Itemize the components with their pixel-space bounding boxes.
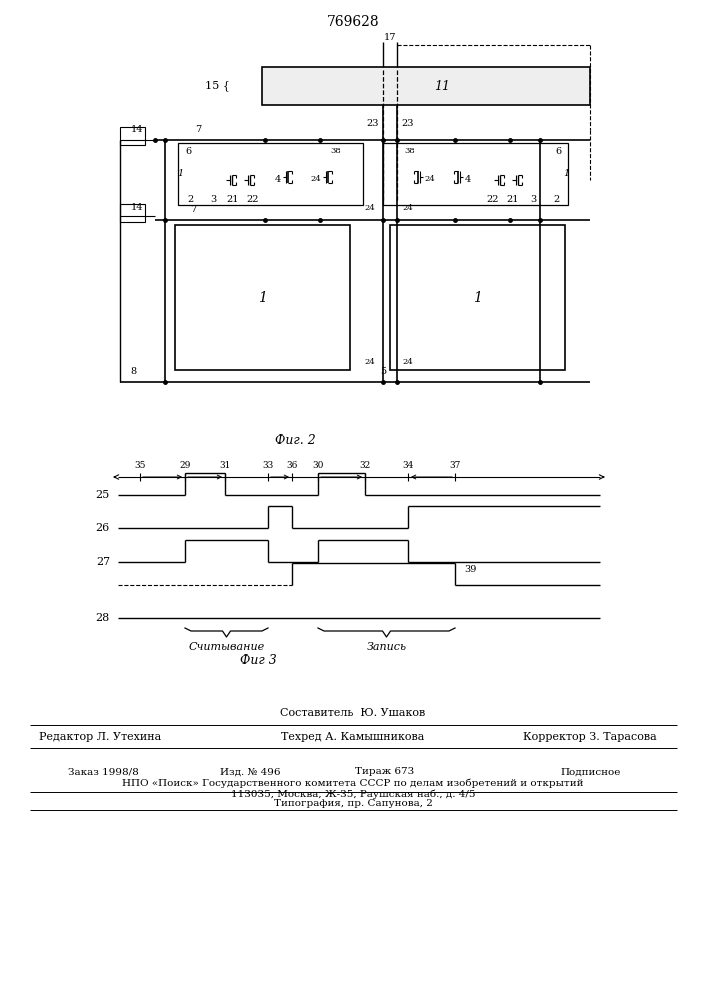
Text: 37: 37 (450, 462, 461, 471)
Text: 31: 31 (219, 462, 230, 471)
Text: 24: 24 (402, 358, 414, 366)
Bar (120, 204, 145, 222)
Text: 7: 7 (195, 125, 201, 134)
Text: 29: 29 (180, 462, 191, 471)
Bar (390, 225, 565, 370)
Text: 25: 25 (95, 490, 110, 500)
Bar (120, 127, 145, 145)
Text: 34: 34 (402, 462, 414, 471)
Text: 2: 2 (553, 196, 559, 205)
Text: 14: 14 (131, 202, 144, 212)
Text: 36: 36 (286, 462, 298, 471)
Text: 5: 5 (380, 367, 386, 376)
Text: 14: 14 (131, 125, 144, 134)
Text: Заказ 1998/8: Заказ 1998/8 (68, 768, 139, 776)
Text: НПО «Поиск» Государственного комитета СССР по делам изобретений и открытий: НПО «Поиск» Государственного комитета СС… (122, 778, 584, 788)
Text: Фиг. 2: Фиг. 2 (274, 434, 315, 446)
Text: 8: 8 (130, 367, 136, 376)
Text: 1: 1 (258, 290, 267, 304)
Text: 32: 32 (359, 462, 370, 471)
Text: Составитель  Ю. Ушаков: Составитель Ю. Ушаков (281, 708, 426, 718)
Text: 1: 1 (473, 290, 482, 304)
Text: Фиг 3: Фиг 3 (240, 654, 276, 666)
Bar (262, 67, 590, 105)
Text: 4: 4 (275, 174, 281, 184)
Text: 2: 2 (187, 196, 193, 205)
Text: 4: 4 (465, 174, 471, 184)
Text: 38: 38 (404, 147, 416, 155)
Text: 24: 24 (402, 204, 414, 212)
Text: Считывание: Считывание (188, 642, 264, 652)
Bar (178, 143, 363, 205)
Text: 15 {: 15 { (205, 81, 230, 91)
Bar (175, 225, 350, 370)
Text: 23: 23 (402, 119, 414, 128)
Text: 35: 35 (134, 462, 146, 471)
Text: 7: 7 (190, 206, 196, 215)
Text: 1: 1 (177, 169, 183, 178)
Text: Корректор З. Тарасова: Корректор З. Тарасова (523, 732, 657, 742)
Text: 22: 22 (486, 196, 499, 205)
Text: 3: 3 (530, 196, 536, 205)
Text: 39: 39 (464, 564, 477, 574)
Text: 27: 27 (96, 557, 110, 567)
Text: 22: 22 (247, 196, 259, 205)
Text: 11: 11 (434, 80, 450, 93)
Text: Типография, пр. Сапунова, 2: Типография, пр. Сапунова, 2 (274, 800, 433, 808)
Text: 23: 23 (367, 119, 379, 128)
Text: 24: 24 (425, 175, 436, 183)
Text: Запись: Запись (366, 642, 407, 652)
Text: Техред А. Камышникова: Техред А. Камышникова (281, 732, 425, 742)
Text: 21: 21 (227, 196, 239, 205)
Text: 28: 28 (95, 613, 110, 623)
Text: Редактор Л. Утехина: Редактор Л. Утехина (39, 732, 161, 742)
Text: 1: 1 (563, 169, 569, 178)
Text: Тираж 673: Тираж 673 (355, 768, 414, 776)
Text: 113035, Москва, Ж-35, Раушская наб., д. 4/5: 113035, Москва, Ж-35, Раушская наб., д. … (230, 789, 475, 799)
Text: 17: 17 (384, 33, 396, 42)
Text: 30: 30 (312, 462, 324, 471)
Text: Подписное: Подписное (560, 768, 620, 776)
Text: 33: 33 (262, 462, 274, 471)
Text: 24: 24 (365, 204, 375, 212)
Bar (383, 143, 568, 205)
Text: 26: 26 (95, 523, 110, 533)
Text: 38: 38 (331, 147, 341, 155)
Text: 6: 6 (555, 146, 561, 155)
Text: 769628: 769628 (327, 15, 380, 29)
Text: 24: 24 (365, 358, 375, 366)
Text: 21: 21 (507, 196, 519, 205)
Text: 3: 3 (210, 196, 216, 205)
Text: 24: 24 (310, 175, 322, 183)
Text: 6: 6 (185, 146, 191, 155)
Text: Изд. № 496: Изд. № 496 (220, 768, 281, 776)
